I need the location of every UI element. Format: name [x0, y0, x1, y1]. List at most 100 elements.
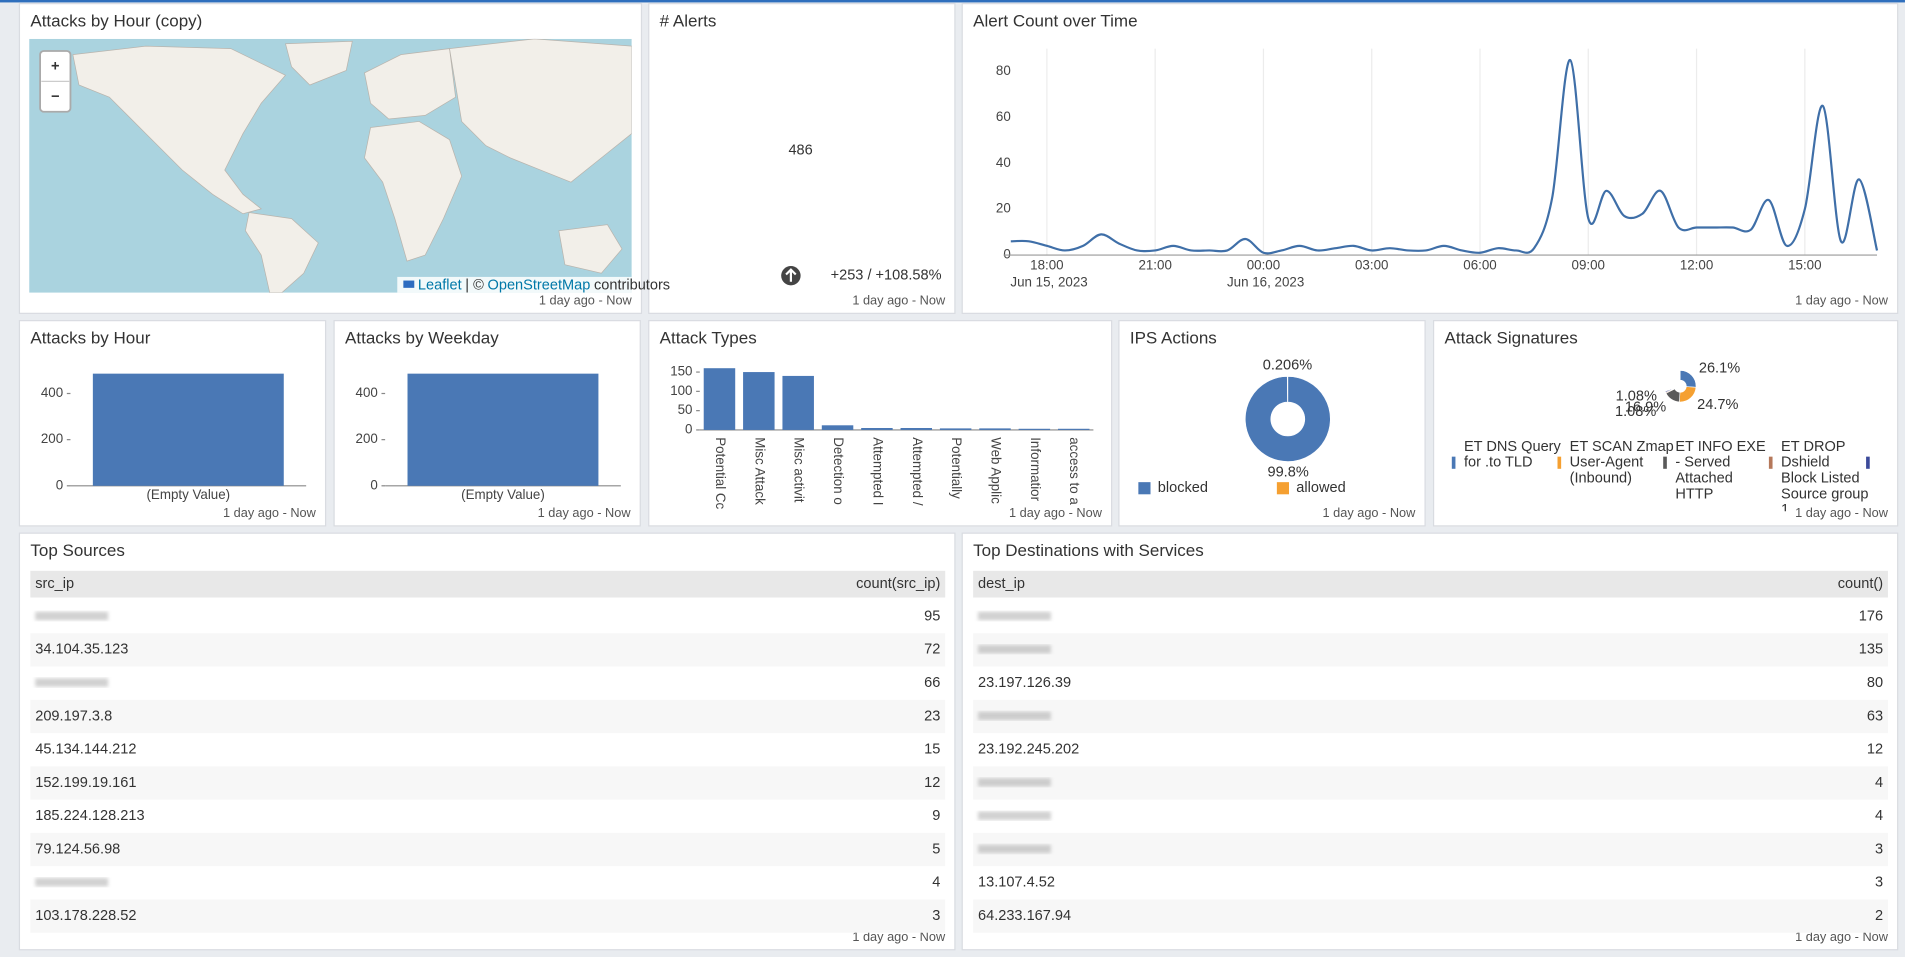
- bar: [92, 373, 284, 486]
- x-tick-label: 12:00: [1680, 258, 1713, 273]
- x-tick-label: 03:00: [1355, 258, 1388, 273]
- y-tick-label: 400: [356, 385, 378, 400]
- legend-swatch: [1451, 456, 1456, 469]
- panel-title: Top Sources: [30, 541, 125, 560]
- legend-swatch: [1768, 456, 1773, 469]
- y-tick-label: 150: [670, 364, 692, 379]
- panel: [1432, 320, 1899, 527]
- zoom-in[interactable]: +: [51, 59, 60, 75]
- row-bg: [30, 699, 946, 734]
- row-bg: [30, 766, 946, 800]
- x-tick-label: Attempted /: [910, 437, 925, 506]
- panel: [648, 3, 956, 314]
- legend-swatch: [1557, 456, 1562, 469]
- x-tick-label: Attempted I: [870, 437, 885, 505]
- row-bg: [30, 832, 946, 867]
- y-tick-label: 40: [996, 155, 1011, 170]
- legend-swatch: [1138, 482, 1151, 495]
- y-tick-label: 20: [996, 201, 1011, 216]
- attribution-part: | ©: [465, 277, 484, 293]
- slice-label: 0.206%: [1263, 357, 1312, 373]
- x-tick-label: access to a: [1067, 437, 1082, 505]
- panel-title: Attack Types: [660, 328, 757, 347]
- ip-cell: 34.104.35.123: [35, 642, 128, 658]
- count-cell: 3: [932, 908, 940, 924]
- ip-cell: 103.178.228.52: [35, 908, 136, 924]
- redacted: [35, 877, 109, 887]
- panel-title: Attack Signatures: [1445, 328, 1578, 347]
- y-tick-label: 200: [356, 431, 378, 446]
- map-land: [285, 40, 353, 86]
- zoom-out[interactable]: −: [51, 89, 60, 105]
- legend-label[interactable]: ET SCAN Zmap User-Agent (Inbound): [1570, 439, 1674, 487]
- bar: [939, 428, 972, 430]
- x-tick-label: Misc Attack: [752, 437, 767, 505]
- table: dest_ip count() 176 135 23.197.126.39 80 63 23.…: [973, 570, 1888, 933]
- bar: [407, 373, 599, 486]
- legend-label[interactable]: blocked: [1158, 480, 1208, 496]
- legend-label[interactable]: ET DNS Query for .to TLD: [1464, 439, 1562, 471]
- count-cell: 72: [924, 642, 940, 658]
- slice-label: 99.8%: [1267, 464, 1308, 480]
- pie-chart: 26.1% 24.7% 16.9%1.08%1.08% ET DNS Query for…: [1451, 361, 1870, 518]
- row-bg: [30, 633, 946, 667]
- column-header[interactable]: dest_ip: [978, 576, 1025, 592]
- row-bg: [973, 633, 1888, 667]
- y-tick-label: 60: [996, 109, 1011, 124]
- redacted: [977, 811, 1051, 820]
- ip-cell: 64.233.167.94: [978, 908, 1071, 924]
- panel-time: 1 day ago - Now: [539, 293, 633, 308]
- ip-cell: 13.107.4.52: [978, 875, 1055, 891]
- map-land: [558, 224, 623, 274]
- slice-label: 1.08%: [1615, 404, 1656, 420]
- legend-label[interactable]: ET INFO EXE - Served Attached HTTP: [1675, 439, 1766, 502]
- pie-chart: 99.8% 0.206% blocked allowed: [1138, 357, 1346, 496]
- panel-time: 1 day ago - Now: [1795, 293, 1889, 308]
- attribution-part[interactable]: OpenStreetMap: [488, 277, 591, 293]
- y-tick-label: 50: [678, 402, 693, 417]
- panel: [961, 3, 1899, 314]
- leaflet-flag: [403, 280, 415, 288]
- alert-change: +253 / +108.58%: [831, 268, 942, 284]
- bar: [1018, 428, 1051, 430]
- x-tick-label: Potentially: [949, 437, 964, 499]
- y-tick-label: 80: [996, 63, 1011, 78]
- change-arrow: [785, 268, 797, 282]
- pie-slice: [1664, 387, 1675, 393]
- panel-time: 1 day ago - Now: [852, 293, 946, 308]
- x-date-label: Jun 15, 2023: [1010, 275, 1087, 290]
- legend-label[interactable]: ET DROP Dshield Block Listed Source group 1: [1781, 439, 1868, 518]
- panel-time: 1 day ago - Now: [1322, 505, 1416, 520]
- legend-label[interactable]: allowed: [1296, 480, 1345, 496]
- panel-time: 1 day ago - Now: [1795, 505, 1889, 520]
- redacted: [35, 611, 109, 621]
- column-header[interactable]: count(src_ip): [856, 576, 940, 592]
- map-land: [364, 121, 463, 262]
- x-tick-label: Detection o: [831, 437, 846, 505]
- attribution: Leaflet | © OpenStreetMap contributors: [418, 277, 670, 293]
- bar-labels: Potential Cc Misc Attack Misc activit Detec…: [713, 437, 1082, 509]
- redacted: [977, 711, 1051, 721]
- panel-title: IPS Actions: [1130, 328, 1217, 347]
- x-tick-label: (Empty Value): [461, 487, 545, 502]
- slice-label: 24.7%: [1697, 397, 1738, 413]
- ip-cell: 23.192.245.202: [978, 742, 1079, 758]
- attribution-part[interactable]: Leaflet: [418, 277, 462, 293]
- x-tick-label: Informatior: [1028, 437, 1043, 501]
- redacted: [977, 645, 1051, 654]
- y-tick-label: 100: [670, 383, 692, 398]
- column-header[interactable]: src_ip: [35, 576, 74, 592]
- bar: [782, 375, 814, 430]
- series-line: [1010, 58, 1879, 255]
- ip-cell: 209.197.3.8: [35, 708, 112, 724]
- x-tick-label: Potential Cc: [713, 437, 728, 509]
- column-header[interactable]: count(): [1838, 576, 1883, 592]
- x-date-label: Jun 16, 2023: [1227, 275, 1304, 290]
- panel-time: 1 day ago - Now: [538, 505, 632, 520]
- x-tick-label: 18:00: [1030, 258, 1063, 273]
- panel-time: 1 day ago - Now: [223, 505, 317, 520]
- map-land: [245, 212, 319, 293]
- panel-title: # Alerts: [660, 11, 717, 30]
- table-header: [973, 570, 1888, 598]
